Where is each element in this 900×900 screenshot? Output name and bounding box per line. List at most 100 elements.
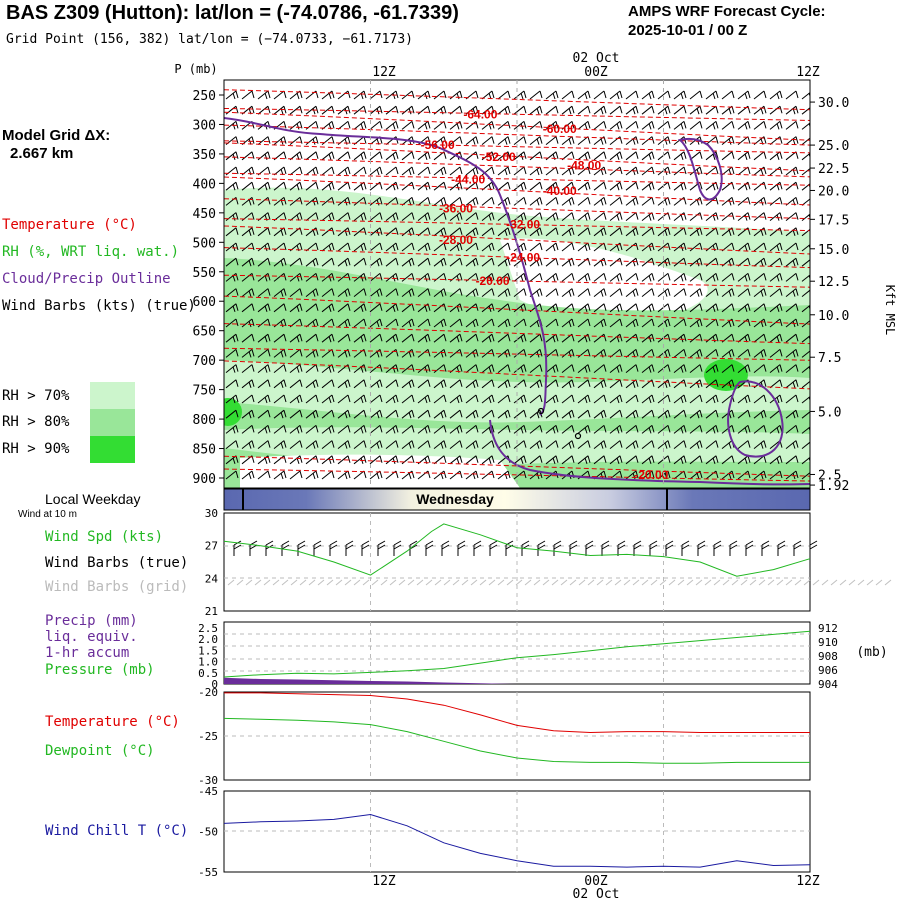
wind-barb-flag: [667, 227, 671, 235]
wind-barb-flag: [812, 182, 814, 189]
weekday-label: Wednesday: [416, 491, 494, 507]
wind-barb-flag: [475, 166, 479, 175]
wind-barb: [337, 333, 351, 343]
wind-barb-grid: [533, 579, 541, 586]
wind-barb-flag: [283, 106, 287, 114]
wind-barb-flag: [712, 275, 716, 282]
wind-barb-flag: [651, 334, 655, 342]
wind-barb: [737, 364, 751, 373]
wind-barb-flag: [395, 288, 399, 296]
wind-barb-flag: [315, 273, 319, 281]
wind-barb-shaft: [225, 470, 237, 480]
wind-barb-flag: [795, 258, 799, 266]
wind-barb-grid: [632, 579, 640, 586]
wind-barb: [369, 409, 383, 419]
wind-barb-shaft: [321, 318, 333, 328]
wind-barb-flag: [411, 212, 415, 220]
wind-barb: [417, 440, 431, 449]
wind-barb-shaft: [257, 333, 269, 343]
wind-barb-flag: [539, 151, 543, 159]
wind-barb-flag: [776, 457, 780, 464]
wind-barb-flag: [475, 288, 479, 296]
wind-barb: [577, 105, 591, 115]
wind-barb: [705, 349, 719, 358]
wind-barb-shaft: [737, 121, 749, 130]
wind-barb: [257, 394, 271, 404]
wind-barb-grid: [812, 579, 820, 586]
wind-barb-flag: [776, 275, 780, 282]
wind-barb: [257, 136, 271, 145]
wind-barb-flag: [235, 136, 239, 144]
wind-barb: [801, 426, 810, 434]
wind-barb: [433, 227, 447, 237]
wind-barb-flag: [328, 305, 332, 312]
wind-barb-flag: [619, 410, 623, 418]
wind-barb: [353, 425, 367, 434]
wind-barb: [481, 379, 495, 389]
wind-barb: [593, 288, 607, 297]
wind-barb-grid: [425, 579, 433, 586]
wind-barb-flag: [616, 123, 620, 130]
wind-barb-flag: [584, 396, 588, 404]
wind-barb: [673, 105, 687, 115]
wind-barb-shaft: [465, 470, 477, 480]
wind-barb-flag: [459, 349, 463, 357]
wind-barb-flag: [456, 244, 460, 252]
wind-barb-flag: [344, 320, 348, 328]
wind-barb: [705, 379, 719, 389]
wind-barb: [497, 470, 511, 480]
model-grid-label: Model Grid ΔX:: [2, 127, 111, 144]
wind-barb-flag: [635, 455, 639, 463]
wind-barb-grid: [776, 579, 784, 586]
wind-barb: [369, 425, 383, 434]
wind-barb: [545, 197, 559, 206]
wind-barb-flag: [683, 273, 687, 281]
wind-barb-true-flag: [633, 540, 642, 546]
wind-barb-flag: [344, 412, 348, 419]
wind-barb-flag: [699, 212, 703, 220]
wind-barb: [401, 364, 415, 373]
wind-barb: [593, 181, 607, 191]
wind-barb-shaft: [401, 455, 413, 465]
wind-barb-grid: [884, 579, 892, 586]
wind-barb-shaft: [449, 440, 461, 449]
station-marker-2: [574, 432, 582, 440]
wind-barb: [225, 303, 239, 313]
wind-barb-flag: [568, 260, 572, 267]
wind-barb-flag: [283, 364, 287, 372]
wind-barb-flag: [555, 273, 559, 281]
wind-barb-flag: [283, 197, 287, 205]
wind-barb: [641, 166, 655, 176]
wind-barb-flag: [667, 136, 671, 144]
wind-barb-flag: [267, 288, 271, 296]
wind-barb-flag: [427, 379, 431, 387]
wind-barb: [641, 333, 655, 343]
wind-barb-grid: [560, 579, 568, 586]
wind-barb-flag: [812, 137, 814, 144]
precip-panel-grid: [224, 622, 810, 684]
wind-barb-flag: [379, 334, 383, 342]
wind-barb: [609, 257, 623, 267]
wind-barb-shaft: [705, 121, 717, 130]
wind-barb: [497, 409, 511, 419]
wind-barb-shaft: [673, 379, 685, 389]
wind-barb-shaft: [641, 227, 653, 237]
wind-barb-flag: [536, 472, 540, 480]
wind-barb-shaft: [577, 273, 589, 282]
wind-barb-true-flag: [537, 544, 546, 550]
wind-barb-flag: [747, 258, 751, 266]
wind-barb-grid: [353, 579, 361, 586]
wind-barb: [705, 242, 719, 252]
wind-barb: [801, 456, 810, 465]
wind-barb-flag: [795, 410, 799, 418]
wind-barb-shaft: [529, 166, 541, 176]
wind-barb-flag: [603, 334, 607, 342]
wind-barb: [513, 455, 527, 465]
wind-barb-flag: [555, 440, 559, 448]
wind-barb-flag: [699, 151, 703, 159]
temperature-contour-label: -32.00: [506, 218, 540, 232]
cloud-outline-lower: [489, 419, 810, 486]
wind-barb-flag: [504, 229, 508, 236]
wind-barb: [465, 455, 479, 465]
wind-barb-shaft: [369, 425, 381, 434]
